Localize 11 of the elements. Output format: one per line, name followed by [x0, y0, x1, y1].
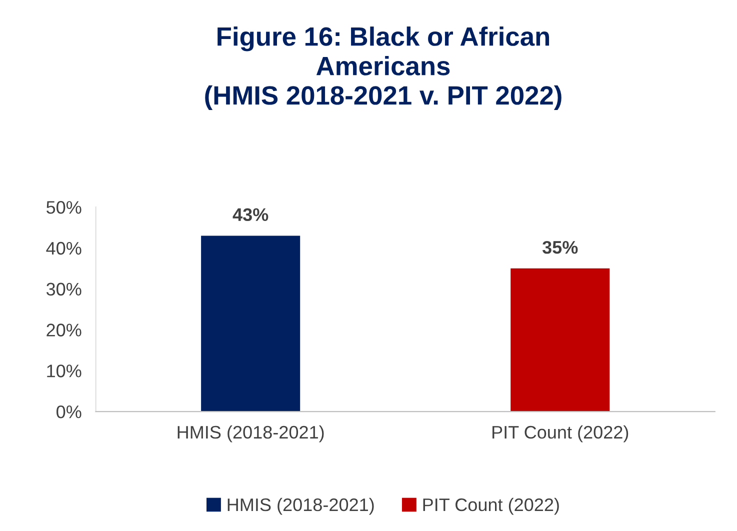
- y-tick-label: 0%: [56, 405, 82, 418]
- legend-label: PIT Count (2022): [423, 498, 559, 515]
- y-tick-label: 20%: [46, 324, 82, 336]
- y-tick-label: 30%: [46, 282, 82, 296]
- legend-label: HMIS (2018-2021): [228, 498, 374, 515]
- data-label: 43%: [232, 208, 268, 222]
- y-tick-label: 10%: [47, 364, 82, 378]
- y-tick-label: 40%: [46, 242, 82, 255]
- chart-title: Figure 16: Black or African Americans (HMIS 2018-2021 v. PIT 2022): [205, 26, 562, 110]
- data-label: 35%: [542, 240, 578, 254]
- y-tick-label: 50%: [46, 201, 82, 214]
